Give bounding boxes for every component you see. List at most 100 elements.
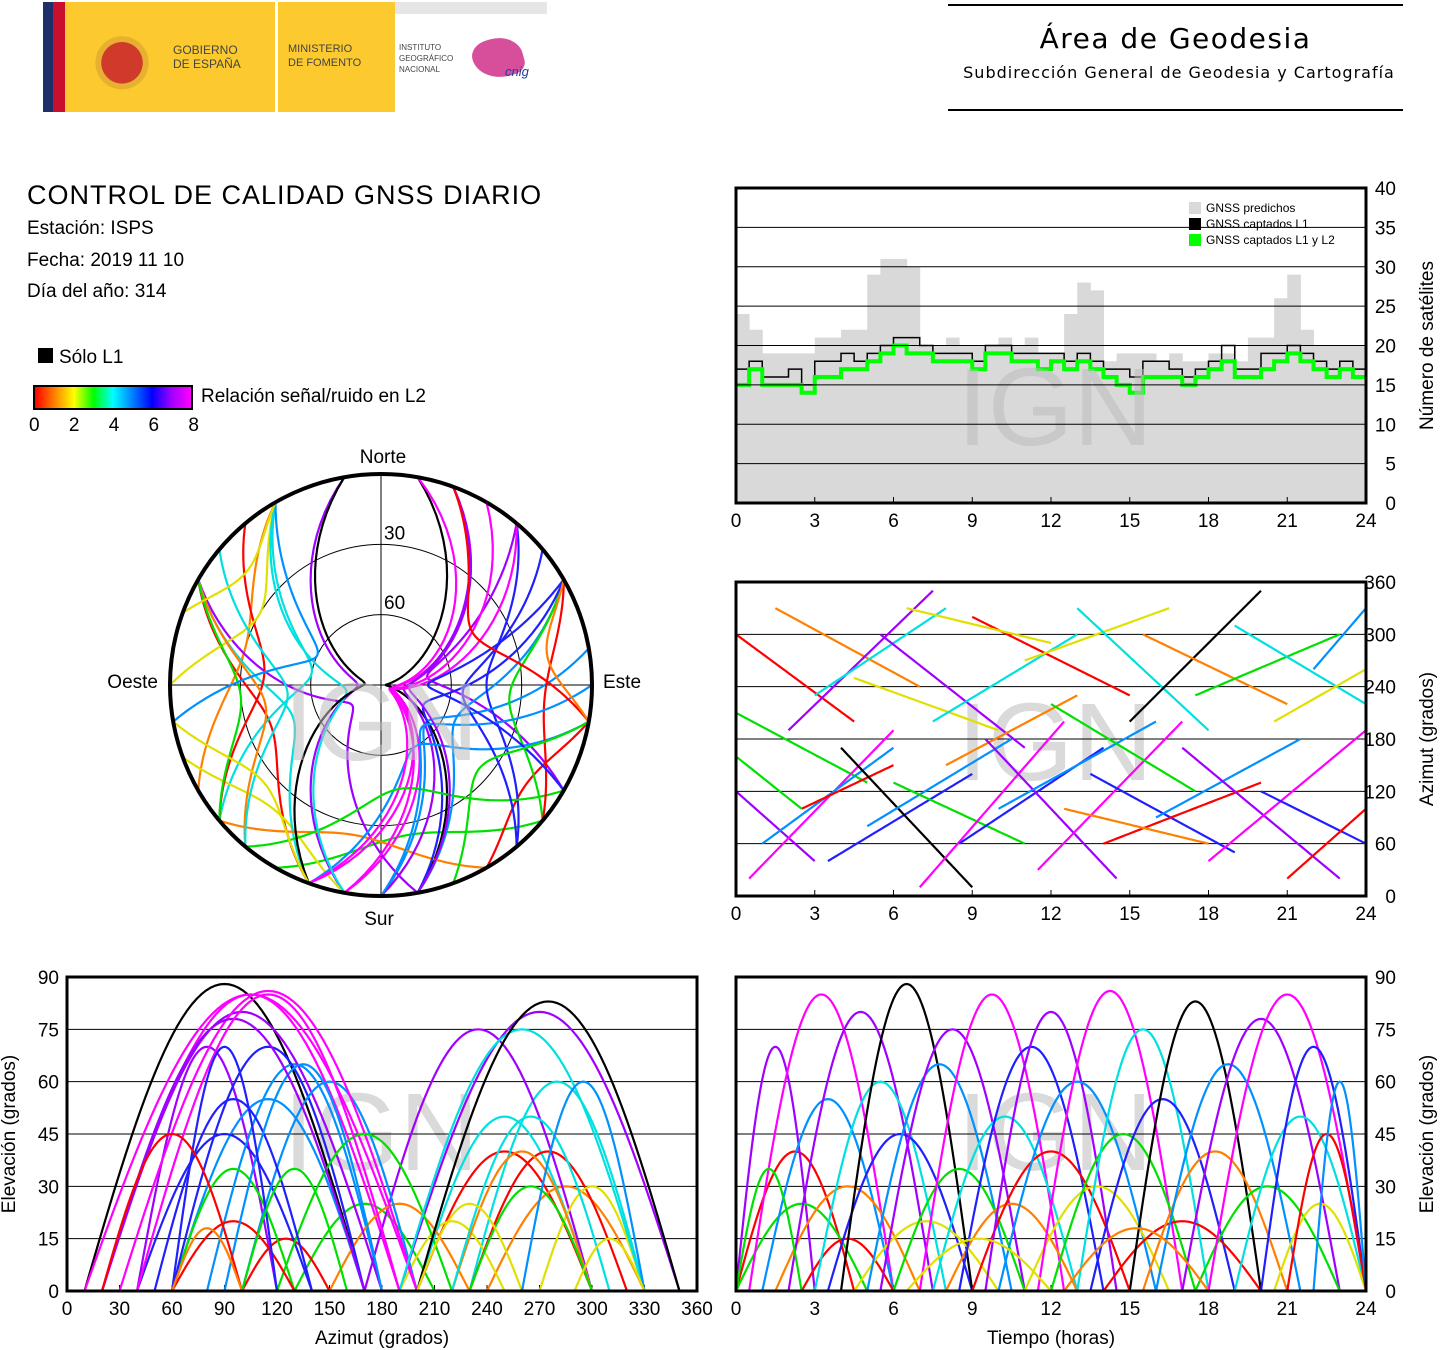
ign-watermark: IGN [283, 661, 479, 784]
y-tick-label: 75 [1375, 1020, 1396, 1041]
satellite-track [170, 1045, 366, 1292]
satellite-track [735, 633, 855, 723]
satellite-track [468, 1080, 646, 1292]
satellite-track [416, 579, 565, 894]
report-title: CONTROL DE CALIDAD GNSS DIARIO [27, 180, 543, 210]
header-divider [948, 4, 1403, 6]
satellite-track [545, 579, 590, 723]
satellite-track [100, 1132, 244, 1292]
satellite-track [100, 1010, 384, 1292]
y-tick-label: 60 [1375, 1073, 1396, 1094]
satellite-track [380, 647, 590, 897]
satellite-track [223, 1063, 384, 1292]
satellite-track [468, 1185, 594, 1292]
x-tick-label: 3 [809, 904, 820, 925]
satellite-track [774, 607, 921, 688]
predicted-bar [1037, 353, 1052, 503]
satellite-track [1036, 989, 1184, 1292]
satellite-track [171, 1220, 296, 1292]
date-label: Fecha: 2019 11 10 [27, 250, 185, 271]
satellite-track [734, 1045, 816, 1292]
satellite-track [293, 1202, 436, 1292]
predicted-bar [880, 258, 894, 503]
y-axis-label: Elevación (grados) [0, 1055, 20, 1213]
predicted-bar [788, 353, 803, 503]
satellite-track [170, 1227, 244, 1292]
logo-text: GEOGRÁFICO [399, 54, 454, 63]
satellite-track [452, 486, 590, 723]
satellite-track [398, 1220, 506, 1292]
satellite-track [135, 1132, 314, 1292]
satellite-track [172, 502, 319, 723]
satellite-track [380, 684, 593, 897]
predicted-bar [762, 353, 776, 503]
x-tick-label: 24 [1355, 511, 1377, 532]
predicted-bar [1274, 298, 1288, 503]
coat-of-arms-icon [87, 16, 157, 94]
gobierno-logo: GOBIERNO DE ESPAÑA [65, 2, 275, 112]
x-tick-label: 360 [681, 1299, 713, 1320]
satellite-track [893, 781, 1026, 845]
x-tick-label: 12 [1040, 1299, 1061, 1320]
satellite-track [461, 549, 544, 847]
y-tick-label: 60 [38, 1073, 59, 1094]
predicted-bar [1116, 353, 1131, 503]
satellite-track [383, 476, 449, 894]
x-tick-label: 9 [967, 904, 978, 925]
satellite-track [83, 982, 366, 1292]
satellite-track [308, 502, 494, 885]
satellite-track [1141, 1150, 1289, 1292]
predicted-bar [1090, 290, 1104, 503]
satellite-track [1037, 720, 1184, 871]
x-tick-label: 240 [471, 1299, 503, 1320]
satellite-track [170, 1167, 296, 1292]
satellite-track [997, 1080, 1158, 1292]
y-tick-label: 0 [1385, 1282, 1396, 1303]
predicted-bar [1169, 353, 1183, 503]
satellite-track [984, 738, 1118, 880]
satellite-track [1063, 807, 1209, 845]
y-tick-label: 15 [1375, 376, 1396, 397]
y-tick-label: 240 [1364, 678, 1396, 699]
satellite-track [734, 1150, 856, 1292]
x-tick-label: 9 [967, 511, 978, 532]
satellite-track [573, 1237, 646, 1292]
y-tick-label: 0 [1385, 887, 1396, 908]
satellite-track [1155, 738, 1301, 819]
satellite-track [1273, 668, 1367, 723]
satellite-track [1194, 633, 1341, 697]
satellite-track [1128, 589, 1262, 723]
satellite-track [343, 523, 518, 894]
satellite-track [840, 746, 974, 889]
satellite-track [827, 772, 973, 863]
y-tick-label: 35 [1375, 218, 1396, 239]
satellite-track [485, 523, 520, 847]
plot-border [734, 186, 1368, 505]
x-tick-label: 270 [524, 1299, 556, 1320]
x-tick-label: 3 [809, 1299, 820, 1320]
x-tick-label: 24 [1355, 904, 1377, 925]
legend-swatch [1189, 234, 1201, 246]
x-tick-label: 300 [576, 1299, 608, 1320]
satellite-track [363, 1028, 594, 1292]
satellite-track [197, 501, 277, 791]
legend-label: GNSS predichos [1206, 201, 1295, 215]
predicted-bar [1024, 337, 1039, 503]
predicted-bar [1247, 337, 1262, 503]
predicted-bar [1182, 361, 1196, 503]
predicted-bar [841, 329, 855, 503]
satellite-count-chart: 0 5 10 15 20 25 30 35 40 0 3 6 9 12 15 18 21 24 Número de … [731, 179, 1438, 532]
satellite-track [1234, 624, 1367, 706]
x-tick-label: 0 [731, 904, 742, 925]
satellite-track [1142, 633, 1288, 706]
legend-label: GNSS captados L1 [1206, 217, 1309, 231]
snr-tick: 6 [148, 415, 160, 436]
azimuth-time-chart: 0 60 120 180 240 300 360 0 3 6 9 12 15 18 21 24 Azimut (… [731, 573, 1438, 925]
east-label: Este [603, 672, 641, 693]
satellite-track [170, 1098, 366, 1292]
satellite-track [486, 1185, 646, 1292]
satellite-track [892, 1167, 1026, 1292]
horizon-circle [168, 472, 594, 898]
